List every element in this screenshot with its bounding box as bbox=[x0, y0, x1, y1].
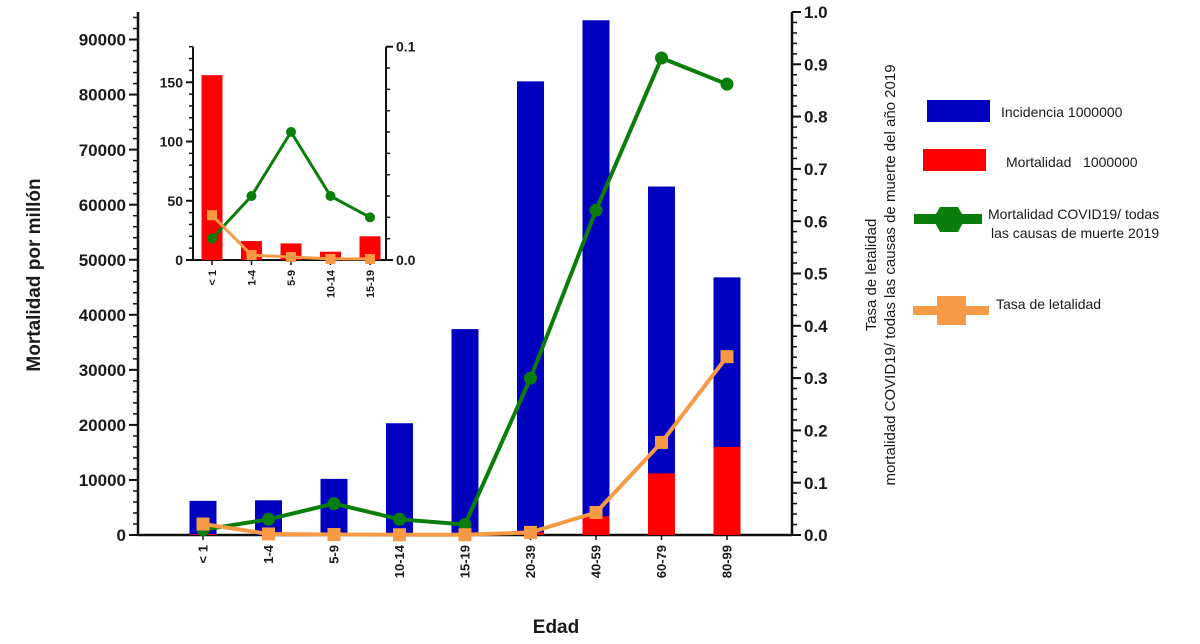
x-tick-label: < 1 bbox=[196, 545, 211, 563]
left-tick-label: 0 bbox=[175, 252, 183, 268]
left-tick-label: 100 bbox=[160, 134, 184, 150]
left-tick-label: 40000 bbox=[79, 306, 126, 325]
y2-axis-title-line1: Tasa de letalidad bbox=[863, 219, 880, 332]
line-covid-ratio bbox=[210, 130, 371, 240]
left-tick-label: 30000 bbox=[79, 361, 126, 380]
point-covid-ratio bbox=[207, 233, 217, 244]
left-tick-label: 0 bbox=[117, 526, 126, 545]
legend-label-covid-ratio-line2: las causas de muerte 2019 bbox=[991, 225, 1159, 241]
point-letalidad bbox=[524, 525, 537, 539]
legend-swatch-covid-ratio bbox=[914, 207, 982, 232]
point-letalidad bbox=[393, 528, 406, 542]
right-tick-label: 0.9 bbox=[804, 55, 828, 74]
y-axis-title: Mortalidad por millón bbox=[24, 178, 45, 371]
bar-incidencia bbox=[582, 20, 610, 536]
x-tick-label: 10-14 bbox=[392, 544, 407, 578]
point-letalidad bbox=[207, 210, 217, 221]
y2-axis-title-line2: mortalidad COVID19/ todas las causas de … bbox=[882, 64, 899, 485]
point-covid-ratio bbox=[325, 191, 336, 202]
point-letalidad bbox=[327, 527, 341, 541]
main-plot: 0 10000 20000 30000 40000 50000 60000 70000 8000… bbox=[79, 3, 828, 578]
left-tick-label: 50 bbox=[167, 193, 183, 209]
point-letalidad bbox=[589, 506, 603, 520]
legend-label-incidencia: Incidencia 1000000 bbox=[1001, 104, 1123, 120]
right-tick-label: 0.6 bbox=[804, 212, 828, 231]
point-covid-ratio bbox=[327, 497, 341, 511]
right-tick-label: 1.0 bbox=[804, 3, 828, 22]
legend-label-covid-ratio-line1: Mortalidad COVID19/ todas bbox=[988, 206, 1159, 222]
x-tick-label: 60-79 bbox=[654, 545, 669, 578]
left-tick-label: 70000 bbox=[79, 141, 126, 160]
point-letalidad bbox=[655, 435, 668, 449]
x-tick-label: 15-19 bbox=[365, 270, 377, 298]
right-tick-label: 0.5 bbox=[804, 265, 828, 284]
legend-label-mortalidad: Mortalidad 1000000 bbox=[1006, 154, 1138, 170]
point-letalidad bbox=[196, 517, 210, 531]
legend-swatch-incidencia bbox=[927, 100, 990, 122]
point-covid-ratio bbox=[262, 512, 275, 526]
x-tick-label: 80-99 bbox=[720, 545, 735, 578]
bar-mortalidad bbox=[648, 473, 675, 535]
point-letalidad bbox=[325, 253, 336, 264]
bar-mortalidad bbox=[359, 236, 381, 260]
point-covid-ratio bbox=[286, 127, 296, 138]
point-letalidad bbox=[286, 252, 296, 263]
point-letalidad bbox=[458, 528, 472, 542]
point-letalidad bbox=[720, 350, 734, 364]
right-tick-label: 0.0 bbox=[804, 526, 828, 545]
x-tick-label: 5-9 bbox=[286, 270, 298, 286]
x-tick-label: 1-4 bbox=[261, 544, 276, 564]
right-tick-label: 0.1 bbox=[396, 39, 416, 55]
x-tick-label: 1-4 bbox=[246, 269, 258, 286]
left-tick-label: 20000 bbox=[79, 416, 126, 435]
x-tick-label: 40-59 bbox=[589, 545, 604, 578]
bar-mortalidad bbox=[582, 516, 610, 535]
left-tick-label: 50000 bbox=[79, 251, 126, 270]
legend-label-letalidad: Tasa de letalidad bbox=[996, 296, 1101, 312]
right-tick-label: 0.0 bbox=[396, 252, 416, 268]
point-covid-ratio bbox=[655, 51, 668, 65]
point-letalidad bbox=[246, 250, 257, 261]
bar-mortalidad bbox=[201, 75, 223, 260]
inset-plot: 0 50 100 150 0.0 0.1 < 1 1-4 5-9 10-14 15-19 bbox=[160, 39, 416, 298]
left-tick-label: 10000 bbox=[79, 471, 126, 490]
x-tick-label: 5-9 bbox=[327, 545, 342, 564]
right-tick-label: 0.4 bbox=[804, 317, 828, 336]
legend: Incidencia 1000000 Mortalidad 1000000 Mo… bbox=[913, 100, 1159, 325]
left-tick-label: 150 bbox=[160, 74, 184, 90]
legend-swatch-mortalidad bbox=[923, 149, 986, 171]
right-tick-label: 0.3 bbox=[804, 369, 828, 388]
right-tick-label: 0.2 bbox=[804, 422, 828, 441]
point-letalidad bbox=[365, 253, 375, 264]
bar-incidencia bbox=[517, 81, 544, 535]
x-tick-label: 20-39 bbox=[523, 545, 538, 578]
x-tick-label: 10-14 bbox=[325, 269, 337, 298]
bar-mortalidad bbox=[713, 446, 741, 535]
point-covid-ratio bbox=[246, 191, 257, 202]
x-tick-label: < 1 bbox=[207, 270, 219, 286]
point-covid-ratio bbox=[589, 203, 603, 217]
right-tick-label: 0.7 bbox=[804, 160, 828, 179]
x-tick-label: 15-19 bbox=[458, 545, 473, 578]
point-covid-ratio bbox=[524, 371, 537, 385]
point-letalidad bbox=[262, 527, 275, 541]
left-tick-label: 80000 bbox=[79, 86, 126, 105]
left-tick-label: 60000 bbox=[79, 196, 126, 215]
right-tick-label: 0.1 bbox=[804, 474, 828, 493]
point-covid-ratio bbox=[458, 518, 472, 532]
point-covid-ratio bbox=[720, 77, 734, 91]
point-covid-ratio bbox=[393, 512, 406, 526]
left-tick-label: 90000 bbox=[79, 31, 126, 50]
x-axis-title: Edad bbox=[533, 617, 579, 638]
point-covid-ratio bbox=[365, 212, 375, 223]
right-tick-label: 0.8 bbox=[804, 108, 828, 127]
legend-swatch-letalidad bbox=[913, 296, 989, 325]
